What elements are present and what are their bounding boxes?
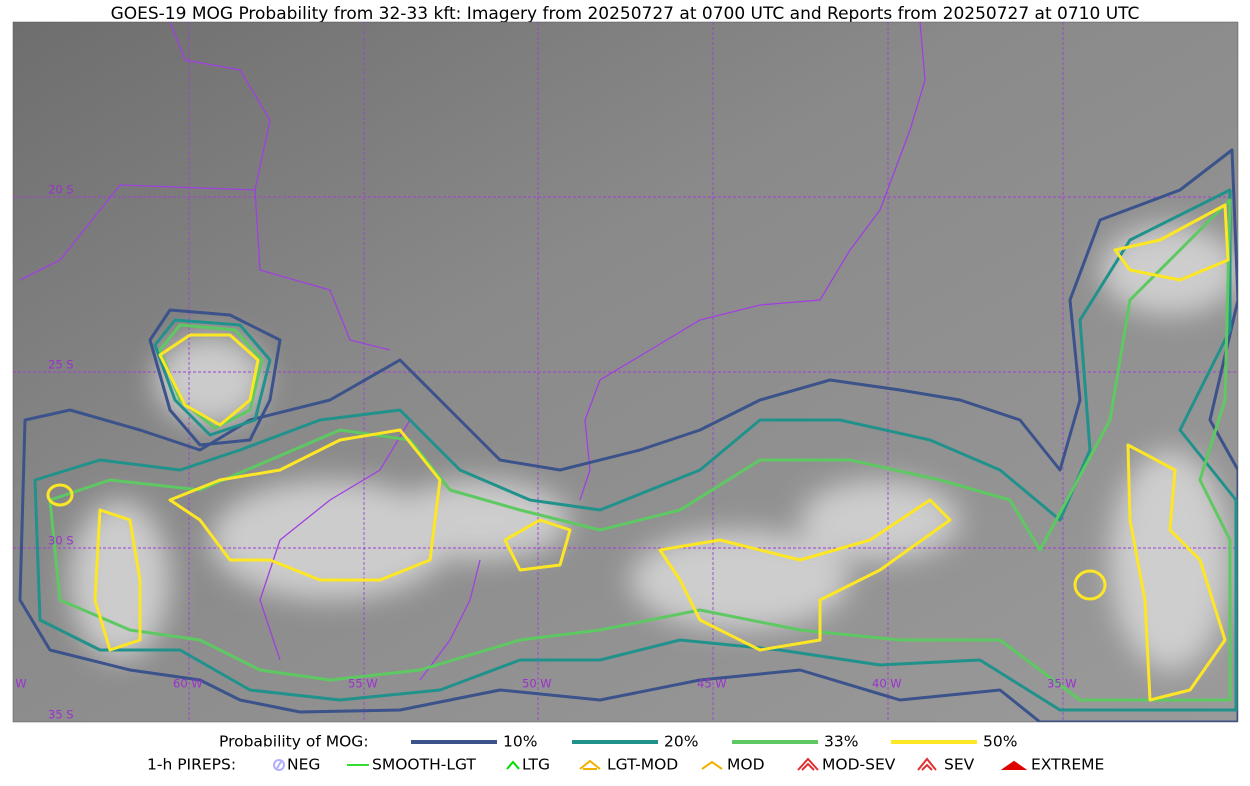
lat-label: 35 S (48, 708, 74, 722)
legend-label: 33% (824, 733, 858, 751)
lon-label: 60 W (173, 677, 203, 691)
lon-labels: 65 W 60 W 55 W 50 W 45 W 40 W 35 W (0, 677, 1077, 691)
lon-label: 55 W (348, 677, 378, 691)
legend-label: 20% (664, 733, 698, 751)
borders (19, 22, 926, 681)
lat-label: 25 S (48, 358, 74, 372)
lon-label: 65 W (0, 677, 27, 691)
map: 20 S 25 S 30 S 35 S 65 W 60 W 55 W 50 W … (0, 22, 1238, 722)
legend-label: EXTREME (1031, 756, 1104, 774)
pirep-symbol (701, 760, 723, 770)
legend-label: LTG (522, 756, 550, 774)
lon-label: 45 W (697, 677, 727, 691)
legend: 10% 20% 33% 50% NEG SMOOTH-LGT LTG LGT-MOD MOD MO… (273, 733, 1104, 774)
legend-label: LGT-MOD (607, 756, 678, 774)
map-frame (12, 21, 1239, 723)
grid (13, 22, 1238, 722)
legend-title: 1-h PIREPS: (147, 756, 236, 774)
title: GOES-19 MOG Probability from 32-33 kft: … (111, 4, 1140, 24)
pirep-symbol (506, 760, 520, 770)
pirep-symbol (579, 759, 601, 770)
legend-label: SEV (944, 756, 975, 774)
lon-label: 40 W (872, 677, 902, 691)
lon-label: 50 W (522, 677, 552, 691)
legend-label: 50% (983, 733, 1017, 751)
legend-title: Probability of MOG: (219, 733, 369, 751)
contours (18, 148, 1238, 722)
legend-label: 10% (503, 733, 537, 751)
lon-label: 35 W (1047, 677, 1077, 691)
lat-label: 20 S (48, 183, 74, 197)
pirep-symbol (1000, 760, 1028, 770)
legend-label: MOD (727, 756, 765, 774)
legend-label: NEG (287, 756, 320, 774)
legend-label: MOD-SEV (822, 756, 896, 774)
legend-label: SMOOTH-LGT (372, 756, 476, 774)
lat-labels: 20 S 25 S 30 S 35 S (48, 183, 74, 722)
pirep-symbol (797, 757, 819, 771)
pirep-symbol (273, 759, 286, 771)
lat-label: 30 S (48, 534, 74, 548)
clouds (70, 225, 1238, 670)
pirep-symbol (917, 757, 937, 771)
